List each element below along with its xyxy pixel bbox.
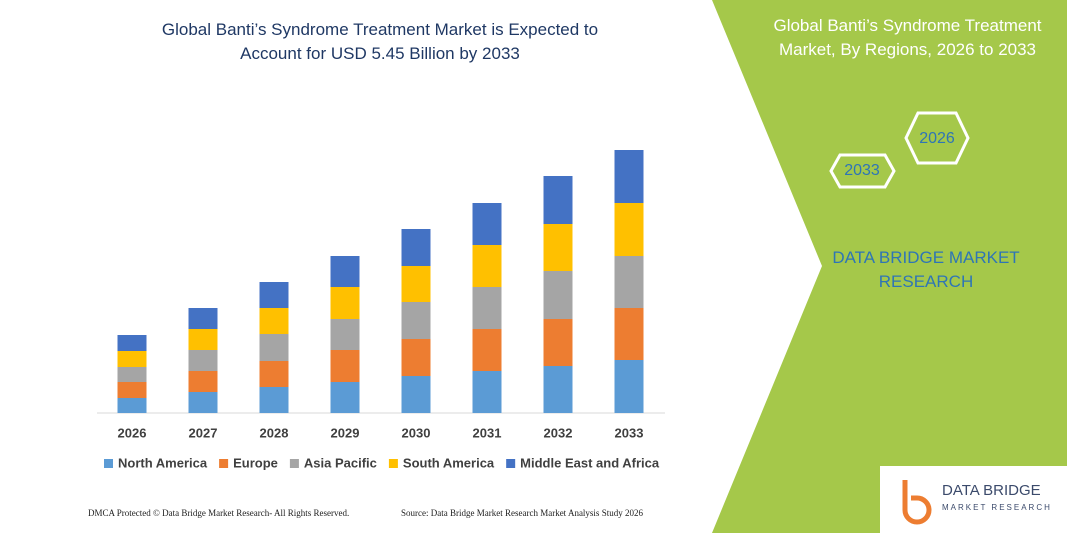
bar-segment (188, 350, 218, 371)
bar-segment (614, 256, 644, 308)
side-panel (712, 0, 1067, 533)
x-tick-label: 2033 (615, 425, 644, 440)
x-tick-label: 2029 (331, 425, 360, 440)
bar-segment (188, 329, 218, 350)
x-tick-label: 2030 (402, 425, 431, 440)
bar-segment (472, 371, 502, 413)
bar-segment (614, 308, 644, 360)
bar-segment (188, 371, 218, 392)
bar-segment (472, 287, 502, 329)
bar-segment (401, 266, 431, 302)
logo-background (880, 466, 1067, 533)
bar-segment (543, 366, 573, 413)
legend-swatch (388, 459, 398, 468)
bar-segment (330, 350, 360, 382)
bar-segment (401, 229, 431, 266)
bar-segment (259, 387, 289, 413)
bar-segment (401, 302, 431, 339)
x-tick-label: 2032 (544, 425, 573, 440)
legend-label: South America (403, 455, 495, 470)
bar-segment (188, 308, 218, 329)
hexagon (904, 111, 970, 165)
bar-segment (117, 335, 147, 351)
logo-icon (902, 480, 932, 525)
x-tick-label: 2031 (473, 425, 502, 440)
bar-segment (117, 398, 147, 413)
bar-segment (330, 319, 360, 350)
hexagon (829, 153, 896, 189)
legend-swatch (104, 459, 113, 468)
bar-segment (259, 334, 289, 361)
bar-segment (188, 392, 218, 413)
legend-label: Middle East and Africa (520, 455, 660, 470)
logo-tagline: MARKET RESEARCH (942, 503, 1052, 512)
bar-segment (117, 382, 147, 398)
bar-segment (614, 360, 644, 413)
legend-swatch (219, 459, 229, 468)
bar-segment (543, 224, 573, 271)
bar-segment (472, 245, 502, 287)
bar-segment (259, 308, 289, 334)
legend-swatch (506, 459, 516, 468)
legend-label: Europe (233, 455, 278, 470)
bar-segment (472, 203, 502, 245)
bar-segment (259, 361, 289, 387)
bar-segment (259, 282, 289, 308)
bar-segment (401, 376, 431, 413)
footer-dmca: DMCA Protected © Data Bridge Market Rese… (88, 508, 349, 518)
hexagon-label: 2033 (844, 162, 880, 179)
bar-segment (543, 176, 573, 224)
bar-segment (330, 382, 360, 413)
hexagon-label: 2026 (919, 130, 955, 147)
legend-label: Asia Pacific (304, 455, 377, 470)
bar-segment (401, 339, 431, 376)
bar-segment (330, 256, 360, 287)
bar-segment (614, 150, 644, 203)
bar-segment (472, 329, 502, 371)
footer-source: Source: Data Bridge Market Research Mark… (401, 508, 643, 518)
panel-title: Global Banti’s Syndrome Treatment Market… (773, 16, 1042, 59)
x-tick-label: 2026 (118, 425, 147, 440)
legend-label: North America (118, 455, 208, 470)
logo-name: DATA BRIDGE (942, 482, 1041, 499)
x-tick-label: 2027 (189, 425, 218, 440)
chart-title: Global Banti’s Syndrome Treatment Market… (161, 20, 599, 63)
bar-segment (543, 319, 573, 366)
bar-segment (614, 203, 644, 256)
bar-segment (117, 367, 147, 382)
bar-segment (543, 271, 573, 319)
panel-brand: DATA BRIDGE MARKET RESEARCH (832, 248, 1020, 291)
legend-swatch (289, 459, 299, 468)
x-tick-label: 2028 (260, 425, 289, 440)
bar-segment (330, 287, 360, 319)
bar-segment (117, 351, 147, 367)
